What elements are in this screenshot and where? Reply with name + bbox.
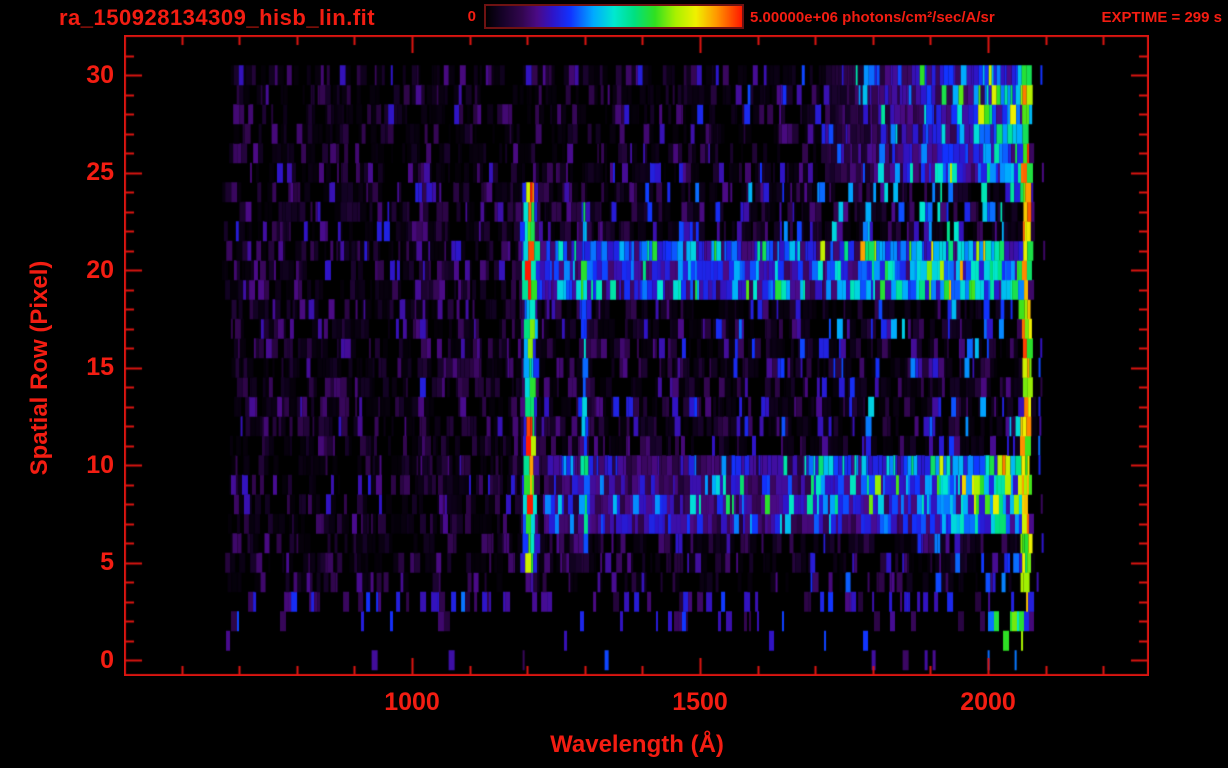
exptime-label: EXPTIME = 299 s [1101, 9, 1222, 26]
filename-title: ra_150928134309_hisb_lin.fit [59, 5, 376, 30]
spectrogram-plot[interactable] [124, 35, 1149, 676]
colorbar-gradient [484, 4, 744, 29]
y-tick-label: 25 [86, 158, 114, 186]
y-tick-label: 30 [86, 61, 114, 89]
y-tick-label: 15 [86, 353, 114, 381]
x-tick-label: 2000 [960, 688, 1016, 716]
x-tick-label: 1500 [672, 688, 728, 716]
colorbar-min-label: 0 [467, 8, 476, 25]
y-tick-label: 20 [86, 256, 114, 284]
y-tick-label: 10 [86, 451, 114, 479]
y-tick-label: 0 [100, 646, 114, 674]
y-tick-label: 5 [100, 548, 114, 576]
x-tick-label: 1000 [384, 688, 440, 716]
colorbar-max-label: 5.00000e+06 photons/cm²/sec/A/sr [750, 9, 995, 26]
x-axis-title: Wavelength (Å) [550, 731, 724, 758]
